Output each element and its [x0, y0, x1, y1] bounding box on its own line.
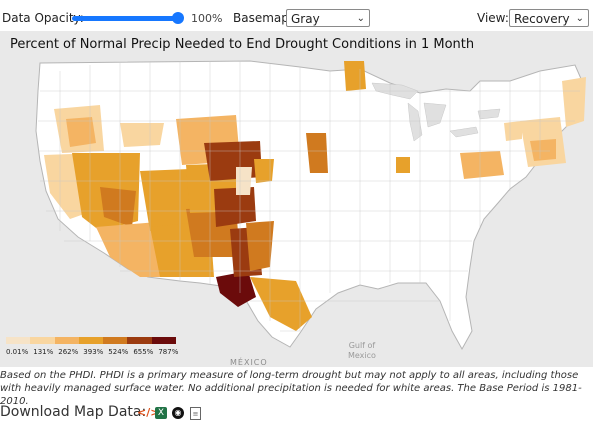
basemap-label: Basemap: [233, 11, 293, 25]
legend-label: 262% [58, 348, 79, 356]
code-icon[interactable]: </> [137, 406, 160, 419]
opacity-slider[interactable] [72, 12, 184, 24]
opacity-label: Data Opacity: [2, 11, 84, 25]
chevron-down-icon: ⌄ [575, 13, 584, 24]
map-note: Based on the PHDI. PHDI is a primary mea… [0, 370, 582, 407]
legend: 0.01% 131% 262% 393% 524% 655% 787% [6, 337, 179, 356]
legend-swatch [6, 337, 31, 344]
opacity-value: 100% [191, 12, 223, 25]
map-canvas[interactable] [0, 31, 593, 367]
legend-swatch [78, 337, 104, 344]
gulf-label-line2: Mexico [348, 351, 376, 360]
county-grid [38, 61, 580, 332]
mexico-label: MÉXICO [230, 358, 268, 367]
document-icon[interactable]: ≡ [190, 407, 201, 420]
legend-swatches [6, 337, 176, 344]
gulf-label: Gulf of Mexico [348, 341, 376, 361]
slider-track[interactable] [72, 16, 178, 21]
download-label: Download Map Data: [0, 404, 147, 420]
legend-swatch [54, 337, 79, 344]
chevron-down-icon: ⌄ [356, 13, 365, 24]
legend-swatch [103, 337, 128, 344]
legend-label: 393% [83, 348, 104, 356]
legend-label: 655% [133, 348, 154, 356]
slider-thumb[interactable] [172, 12, 184, 24]
kml-icon[interactable]: ◉ [172, 407, 184, 419]
great-lakes [371, 82, 501, 142]
map-title: Percent of Normal Precip Needed to End D… [10, 37, 475, 52]
basemap-select[interactable]: Gray ⌄ [286, 9, 370, 27]
legend-label: 0.01% [6, 348, 29, 356]
legend-label: 787% [158, 348, 179, 356]
legend-swatch [127, 337, 152, 344]
legend-swatch [151, 337, 176, 344]
legend-swatch [30, 337, 55, 344]
legend-label: 131% [33, 348, 54, 356]
view-select[interactable]: Recovery ⌄ [509, 9, 589, 27]
gulf-label-line1: Gulf of [348, 341, 376, 350]
view-selected: Recovery [514, 12, 570, 26]
map-toolbar: Data Opacity: 100% Basemap: Gray ⌄ View:… [0, 0, 593, 34]
basemap-selected: Gray [291, 12, 320, 26]
legend-label: 524% [108, 348, 129, 356]
drought-map[interactable]: Percent of Normal Precip Needed to End D… [0, 31, 593, 367]
excel-icon[interactable]: X [155, 407, 167, 419]
legend-labels: 0.01% 131% 262% 393% 524% 655% 787% [6, 348, 179, 356]
view-label: View: [477, 11, 509, 25]
drought-regions [44, 61, 586, 331]
